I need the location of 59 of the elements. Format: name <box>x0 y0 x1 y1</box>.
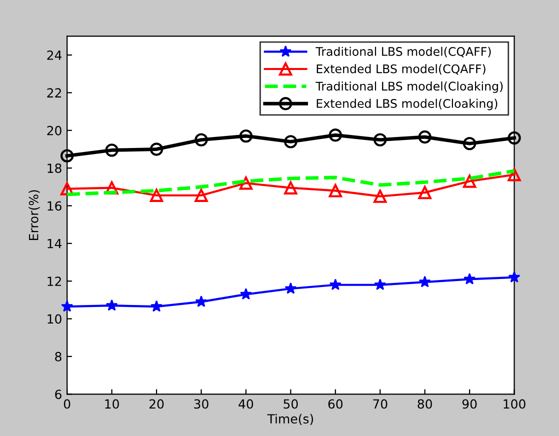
point <box>150 142 164 156</box>
y-tick-label: 22 <box>47 88 61 98</box>
x-tick-label: 100 <box>504 399 526 409</box>
point <box>239 176 253 190</box>
y-tick-label: 20 <box>47 126 62 136</box>
x-tick-label: 90 <box>462 399 477 409</box>
y-tick-label: 24 <box>47 50 62 60</box>
x-tick-label: 30 <box>194 399 208 409</box>
point <box>329 278 342 290</box>
point <box>106 299 118 311</box>
y-tick-label: 14 <box>48 239 62 248</box>
y-tick-label: 8 <box>55 352 62 362</box>
x-tick-label: 0 <box>64 399 70 409</box>
y-tick-label: 16 <box>48 201 62 211</box>
x-tick-label: 60 <box>328 399 343 409</box>
x-tick-label: 20 <box>149 399 164 409</box>
y-tick-label: 12 <box>48 276 61 286</box>
x-tick-label: 70 <box>373 399 388 409</box>
x-axis-title: Time(s) <box>267 414 314 426</box>
point <box>239 129 253 143</box>
point <box>240 288 252 300</box>
point <box>194 188 208 202</box>
x-tick-label: 40 <box>238 399 254 409</box>
y-tick-label: 10 <box>48 314 62 324</box>
y-tick-label: 18 <box>48 164 62 173</box>
legend-label: Traditional LBS model(CQAFF) <box>316 46 491 58</box>
x-tick-label: 10 <box>105 399 119 409</box>
point <box>60 182 74 196</box>
point <box>105 144 118 157</box>
point <box>284 181 298 194</box>
point <box>284 135 298 148</box>
point <box>374 133 387 146</box>
legend-label: Extended LBS model(CQAFF) <box>316 64 486 75</box>
point <box>195 296 208 308</box>
y-axis-title: Error(%) <box>28 190 40 240</box>
point <box>328 128 342 142</box>
point <box>462 174 476 188</box>
y-tick-label: 6 <box>55 390 62 400</box>
legend-label: Extended LBS model(Cloaking) <box>316 98 498 110</box>
point <box>374 190 387 203</box>
point <box>508 271 520 283</box>
point <box>508 131 521 145</box>
point <box>150 188 164 202</box>
point <box>328 184 342 198</box>
point <box>150 300 162 312</box>
point <box>418 186 432 200</box>
point <box>60 149 74 162</box>
point <box>462 136 476 150</box>
point <box>418 130 432 144</box>
point <box>194 133 208 146</box>
point <box>374 278 386 290</box>
x-tick-label: 50 <box>284 399 298 409</box>
x-tick-label: 80 <box>418 399 432 409</box>
legend-label: Traditional LBS model(Cloaking) <box>316 81 503 93</box>
point <box>418 276 431 288</box>
point <box>61 300 74 312</box>
point <box>464 272 476 284</box>
point <box>284 282 297 294</box>
point <box>508 168 521 182</box>
